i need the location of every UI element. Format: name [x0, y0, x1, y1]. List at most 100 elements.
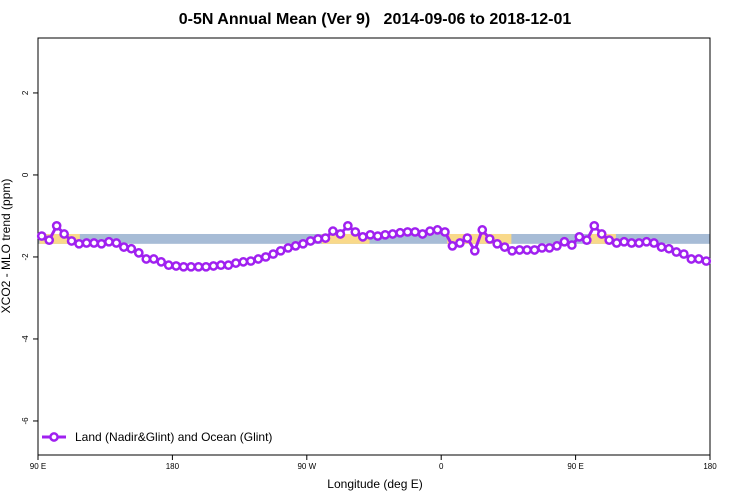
data-point [193, 261, 204, 272]
data-point [671, 247, 682, 257]
x-tick-label: 0 [439, 462, 444, 471]
data-point [178, 261, 189, 272]
data-point [253, 254, 264, 264]
data-point [268, 249, 279, 259]
data-point [305, 236, 316, 246]
y-tick-label: 2 [21, 90, 30, 95]
data-point [417, 229, 428, 239]
data-point [365, 229, 376, 240]
data-point [313, 234, 323, 244]
data-point [66, 236, 77, 246]
band-highlight [321, 233, 370, 244]
data-point [552, 241, 562, 251]
data-point [44, 235, 55, 245]
data-point [432, 225, 443, 235]
data-point [148, 254, 159, 264]
data-point [111, 238, 122, 248]
data-point [119, 242, 129, 252]
data-point [290, 241, 301, 251]
plot-frame [37, 37, 711, 456]
data-point [507, 245, 517, 256]
data-point [89, 238, 99, 248]
data-point [455, 238, 465, 248]
x-tick-label: 90 E [567, 462, 583, 471]
data-point [216, 260, 226, 271]
data-point [581, 235, 592, 245]
band-highlight [39, 233, 80, 244]
data-point [133, 248, 144, 258]
data-point [522, 245, 532, 255]
data-point [156, 257, 167, 267]
data-point [559, 236, 570, 247]
data-point [447, 241, 458, 251]
legend-marker [49, 432, 59, 442]
legend-label: Land (Nadir&Glint) and Ocean (Glint) [75, 430, 272, 444]
data-point [335, 229, 346, 239]
data-point [387, 229, 398, 239]
data-point [201, 261, 211, 272]
data-point [238, 257, 249, 267]
data-point [245, 256, 256, 266]
y-tick-label: -4 [21, 335, 30, 343]
data-point [59, 229, 69, 239]
data-point [664, 243, 674, 254]
data-point [141, 254, 152, 264]
data-point [231, 258, 241, 268]
data-point [440, 227, 450, 237]
data-point [372, 231, 383, 241]
data-point [275, 245, 286, 256]
data-point [701, 256, 712, 266]
data-point [36, 231, 47, 241]
data-point [425, 226, 435, 236]
y-tick-label: 0 [21, 172, 30, 177]
x-tick-label: 180 [703, 462, 717, 471]
data-point [693, 254, 704, 264]
data-point [462, 233, 473, 243]
data-point [544, 243, 555, 253]
x-tick-label: 90 W [297, 462, 316, 471]
data-point [104, 236, 114, 247]
data-point [649, 238, 659, 248]
data-point [641, 236, 652, 247]
x-axis-title: Longitude (deg E) [327, 477, 422, 491]
data-point [402, 227, 413, 237]
data-point [619, 236, 629, 247]
data-point [260, 252, 271, 262]
data-point [529, 245, 540, 255]
data-point [499, 242, 510, 252]
data-point [328, 226, 338, 236]
data-point [656, 242, 667, 252]
data-point [357, 232, 368, 242]
data-point [395, 227, 405, 238]
data-point [634, 238, 644, 248]
data-point [343, 220, 353, 231]
data-point [283, 243, 293, 253]
band-highlight [590, 233, 616, 244]
data-point [81, 238, 92, 248]
data-point [74, 238, 84, 249]
data-point [320, 233, 331, 243]
y-axis-title: XCO2 - MLO trend (ppm) [0, 179, 13, 314]
data-point [186, 261, 196, 272]
data-point [380, 229, 391, 240]
data-point [596, 229, 607, 239]
data-point [589, 220, 600, 231]
data-point [410, 227, 420, 237]
data-point [51, 220, 62, 231]
data-point [611, 238, 622, 248]
data-point [298, 238, 308, 249]
data-point [604, 235, 615, 245]
data-point [567, 240, 577, 250]
chart-title: 0-5N Annual Mean (Ver 9) 2014-09-06 to 2… [179, 11, 572, 28]
y-tick-label: -6 [21, 417, 30, 425]
data-point [126, 243, 137, 254]
data-point [469, 245, 480, 256]
x-tick-label: 180 [166, 462, 180, 471]
y-tick-label: -2 [21, 253, 30, 261]
data-point [686, 254, 697, 264]
data-point [492, 238, 503, 249]
data-point [171, 261, 181, 271]
data-point [477, 225, 488, 235]
x-tick-label: 90 E [30, 462, 46, 471]
